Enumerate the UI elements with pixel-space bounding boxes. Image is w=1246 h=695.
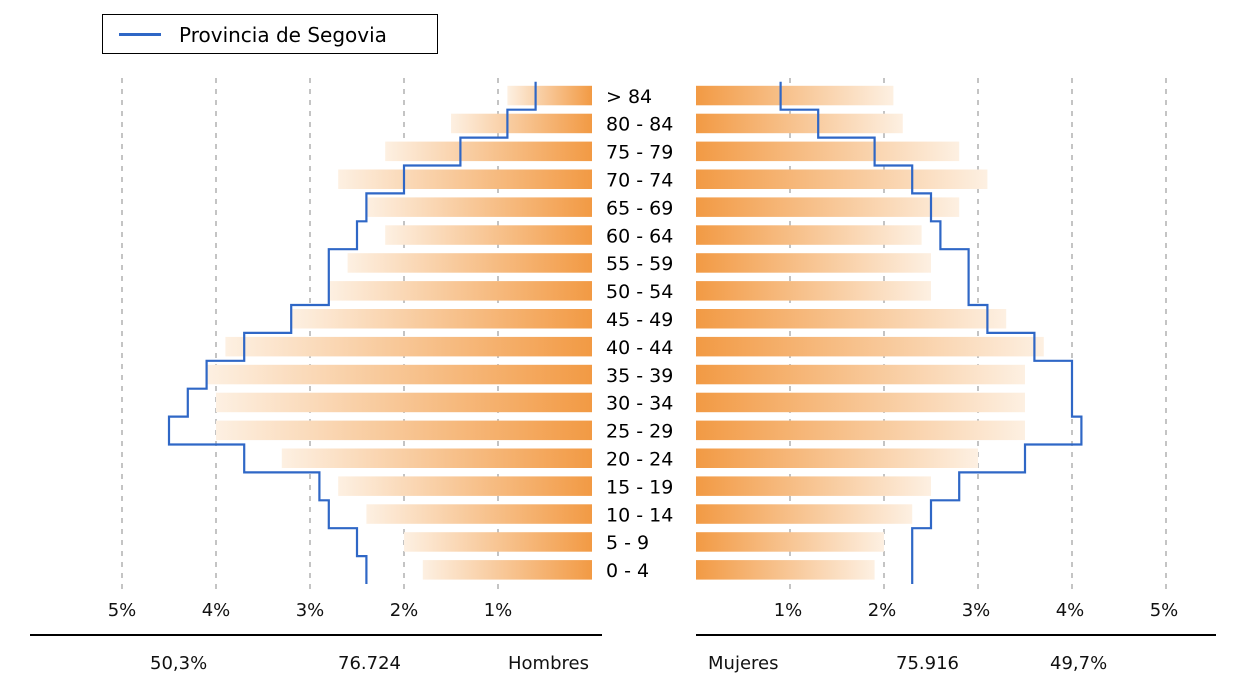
age-group-label-15: 75 - 79 (606, 142, 673, 164)
right-tick-5%: 5% (1150, 600, 1179, 621)
age-group-label-3: 15 - 19 (606, 476, 673, 498)
bar-left-13 (366, 197, 592, 217)
bar-right-11 (696, 253, 931, 273)
age-group-label-2: 10 - 14 (606, 504, 673, 526)
bar-left-6 (216, 392, 592, 413)
legend-label: Provincia de Segovia (179, 23, 387, 47)
bar-left-1 (404, 532, 592, 552)
bar-right-1 (696, 532, 884, 552)
bar-right-4 (696, 448, 978, 468)
bar-right-8 (696, 336, 1044, 357)
bar-right-15 (696, 141, 960, 162)
age-group-label-6: 30 - 34 (606, 393, 673, 415)
outline-right (779, 81, 1083, 584)
bar-right-2 (696, 504, 913, 524)
bar-left-7 (206, 364, 592, 385)
left-tick-1%: 1% (484, 600, 513, 621)
bar-left-9 (291, 309, 592, 329)
left-tick-5%: 5% (108, 600, 137, 621)
age-group-label-0: 0 - 4 (606, 560, 649, 582)
age-group-label-8: 40 - 44 (606, 337, 673, 359)
mujeres-label: Mujeres (708, 653, 779, 674)
right-tick-4%: 4% (1056, 600, 1085, 621)
bar-right-6 (696, 392, 1025, 413)
left-tick-3%: 3% (296, 600, 325, 621)
left-summary-rule (30, 634, 602, 636)
age-group-label-13: 65 - 69 (606, 197, 673, 219)
age-group-label-12: 60 - 64 (606, 225, 673, 247)
bar-right-13 (696, 197, 960, 217)
grid-lines (121, 78, 1167, 590)
bar-right-10 (696, 281, 931, 301)
province-outlines (167, 81, 1083, 584)
mujeres-percent: 49,7% (1050, 653, 1108, 674)
bar-right-9 (696, 309, 1007, 329)
hombres-label: Hombres (508, 653, 589, 674)
axis-tick-labels: 5% 4% 3% 2% 1% 1% 2% 3% 4% 5% (108, 600, 1179, 621)
left-tick-4%: 4% (202, 600, 231, 621)
bar-right-3 (696, 476, 931, 496)
bar-left-5 (216, 420, 592, 441)
age-group-label-1: 5 - 9 (606, 532, 649, 554)
age-group-label-10: 50 - 54 (606, 281, 673, 303)
bar-left-12 (385, 225, 592, 245)
age-group-label-4: 20 - 24 (606, 448, 673, 470)
right-tick-1%: 1% (774, 600, 803, 621)
bar-left-17 (507, 85, 592, 106)
bar-left-11 (347, 253, 592, 273)
age-group-label-7: 35 - 39 (606, 365, 673, 387)
bars (206, 85, 1044, 580)
age-group-label-14: 70 - 74 (606, 169, 673, 191)
age-group-label-9: 45 - 49 (606, 309, 673, 331)
bar-left-4 (281, 448, 592, 468)
bar-right-17 (696, 85, 894, 106)
left-tick-2%: 2% (390, 600, 419, 621)
bar-left-2 (366, 504, 592, 524)
bar-left-3 (338, 476, 592, 496)
age-group-label-5: 25 - 29 (606, 421, 673, 443)
bar-left-0 (422, 560, 592, 580)
bar-left-15 (385, 141, 592, 162)
bar-left-16 (451, 113, 592, 134)
right-summary-rule (696, 634, 1216, 636)
age-group-label-17: > 84 (606, 86, 652, 108)
bar-right-16 (696, 113, 903, 134)
outline-left (167, 81, 537, 584)
bar-right-5 (696, 420, 1025, 441)
hombres-percent: 50,3% (150, 653, 208, 674)
legend: Provincia de Segovia (102, 14, 438, 54)
bar-right-7 (696, 364, 1025, 385)
hombres-count: 76.724 (338, 653, 401, 674)
bar-right-14 (696, 169, 988, 189)
bar-right-12 (696, 225, 922, 245)
bar-left-10 (328, 281, 592, 301)
right-tick-2%: 2% (868, 600, 897, 621)
age-group-labels: 0 - 4 5 - 9 10 - 14 15 - 19 20 - 24 25 - 29 30… (606, 86, 673, 582)
mujeres-count: 75.916 (896, 653, 959, 674)
right-tick-3%: 3% (962, 600, 991, 621)
legend-line-swatch (119, 33, 161, 36)
bar-left-8 (225, 336, 592, 357)
age-group-label-11: 55 - 59 (606, 253, 673, 275)
bar-left-14 (338, 169, 592, 189)
age-group-label-16: 80 - 84 (606, 114, 673, 136)
bar-right-0 (696, 560, 875, 580)
